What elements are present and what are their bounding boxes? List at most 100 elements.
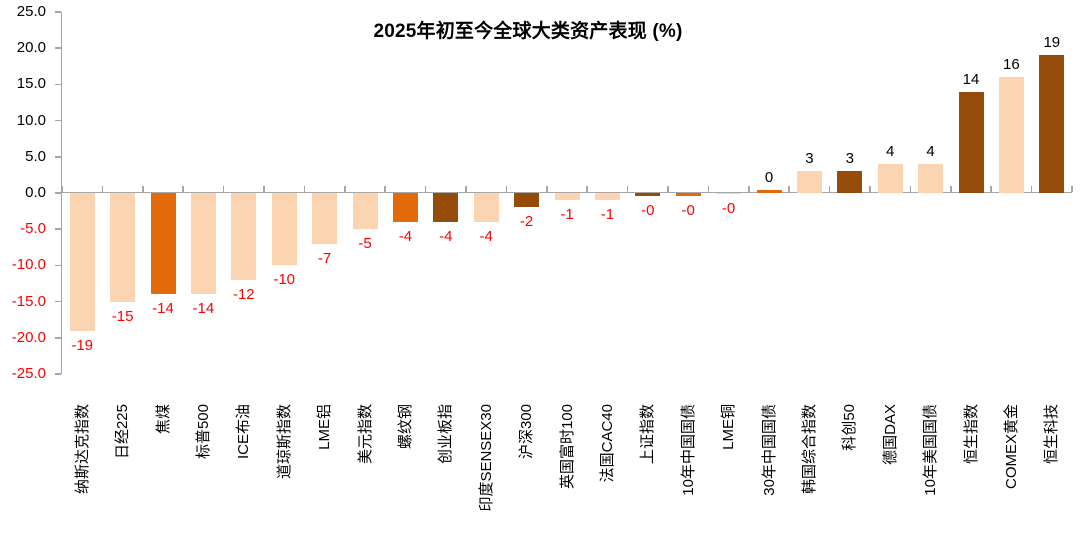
bar — [392, 193, 418, 222]
x-axis-label: 法国CAC40 — [598, 404, 616, 483]
x-axis-tick — [465, 185, 467, 192]
x-axis-label: 德国DAX — [881, 404, 899, 465]
bar — [69, 193, 95, 331]
x-axis-tick — [950, 185, 952, 192]
chart-title: 2025年初至今全球大类资产表现 (%) — [373, 21, 683, 42]
bar — [473, 193, 499, 222]
y-axis-tick — [55, 156, 61, 158]
x-axis-tick — [748, 185, 750, 192]
bar-value-label: -0 — [641, 201, 655, 219]
y-axis-tick-label: 15.0 — [16, 75, 46, 93]
x-axis-label: 10年美国国债 — [922, 404, 940, 496]
x-axis-tick — [424, 185, 427, 192]
bar-value-label: -14 — [192, 300, 215, 318]
x-axis-tick — [909, 185, 912, 192]
x-axis-tick — [626, 185, 629, 192]
bar-value-label: -12 — [232, 285, 255, 303]
y-axis-tick — [55, 264, 61, 267]
x-axis-tick — [990, 185, 992, 192]
bar — [594, 193, 620, 201]
x-axis-label: 沪深300 — [518, 404, 536, 460]
x-axis-label: 恒生科技 — [1043, 404, 1061, 465]
y-axis-tick-label: -5.0 — [20, 220, 46, 238]
y-axis-tick-label: -10.0 — [11, 256, 46, 274]
bar-value-label: 0 — [764, 169, 774, 187]
bar-value-label: -15 — [111, 307, 134, 325]
bar-value-label: -7 — [317, 249, 332, 267]
bar-value-label: 4 — [886, 143, 895, 161]
y-axis-tick-label: -20.0 — [11, 328, 46, 346]
x-axis-label: 纳斯达克指数 — [73, 404, 91, 495]
bar — [918, 164, 944, 193]
x-axis-tick — [1071, 185, 1073, 192]
bar — [958, 91, 984, 193]
y-axis-tick-label: 10.0 — [16, 111, 46, 129]
x-axis-tick — [263, 185, 265, 192]
x-axis-label: 标普500 — [194, 404, 212, 460]
y-axis-tick — [55, 373, 61, 375]
bar-value-label: -4 — [479, 227, 493, 245]
bar-value-label: -2 — [519, 213, 534, 231]
bar — [433, 193, 459, 222]
x-axis-tick — [182, 185, 184, 192]
bar-value-label: -1 — [560, 206, 574, 224]
y-axis-tick — [55, 300, 61, 303]
y-axis-tick-label: 20.0 — [16, 39, 46, 57]
bar-value-label: -0 — [681, 201, 695, 219]
x-axis-tick — [707, 185, 710, 192]
bar-value-label: -4 — [439, 227, 453, 245]
x-axis-tick — [142, 185, 144, 192]
bar-value-label: -4 — [398, 227, 413, 245]
bar-value-label: -10 — [273, 271, 296, 289]
x-axis-label: 韩国综合指数 — [800, 404, 818, 495]
x-axis-tick — [667, 185, 669, 192]
bar-value-label: -5 — [358, 235, 372, 253]
x-axis-tick — [61, 185, 63, 192]
x-axis-label: 日经225 — [114, 404, 132, 460]
x-axis-tick — [1030, 185, 1033, 192]
bar-value-label: -14 — [152, 300, 174, 318]
x-axis-label: 印度SENSEX30 — [477, 404, 495, 512]
x-axis-label: 30年中国国债 — [760, 404, 778, 496]
bar — [1039, 55, 1065, 193]
bar — [231, 193, 257, 280]
x-axis-label: 恒生指数 — [962, 404, 980, 465]
x-axis-label: LME铜 — [720, 404, 738, 450]
x-axis-label: COMEX黄金 — [1002, 404, 1020, 490]
bar — [271, 193, 297, 266]
y-axis-tick — [55, 228, 61, 230]
bar-value-label: 14 — [962, 70, 980, 88]
x-axis-label: 螺纹钢 — [396, 404, 414, 450]
x-axis-label: ICE布油 — [235, 404, 253, 460]
y-axis-tick — [55, 192, 61, 194]
bar-value-label: -0 — [721, 199, 736, 217]
bar-value-label: 16 — [1003, 56, 1020, 74]
x-axis-tick — [222, 185, 225, 192]
x-axis-label: 上证指数 — [639, 404, 657, 465]
y-axis-line — [60, 12, 62, 374]
x-axis-tick — [101, 185, 104, 192]
bar-value-label: 3 — [845, 150, 854, 168]
bar — [554, 193, 580, 201]
y-axis-tick — [55, 83, 61, 86]
x-axis-label: 创业板指 — [437, 404, 455, 465]
bar-value-label: -1 — [600, 206, 615, 224]
bar — [110, 193, 136, 302]
x-axis-tick — [788, 185, 790, 192]
bar-value-label: 3 — [805, 150, 814, 168]
bar — [635, 193, 661, 196]
y-axis-tick — [55, 119, 61, 122]
bar — [837, 171, 863, 193]
y-axis-tick-label: 0.0 — [25, 184, 46, 201]
y-axis-tick-label: -25.0 — [11, 365, 46, 382]
bar — [312, 193, 338, 244]
x-axis-label: 英国富时100 — [558, 404, 576, 490]
x-axis-label: 焦煤 — [154, 404, 172, 435]
x-axis-tick — [505, 185, 508, 192]
x-axis-label: LME铝 — [316, 404, 334, 450]
x-axis-tick — [303, 185, 306, 192]
y-axis-tick — [55, 47, 61, 49]
bar — [514, 193, 540, 208]
bar — [352, 193, 378, 230]
